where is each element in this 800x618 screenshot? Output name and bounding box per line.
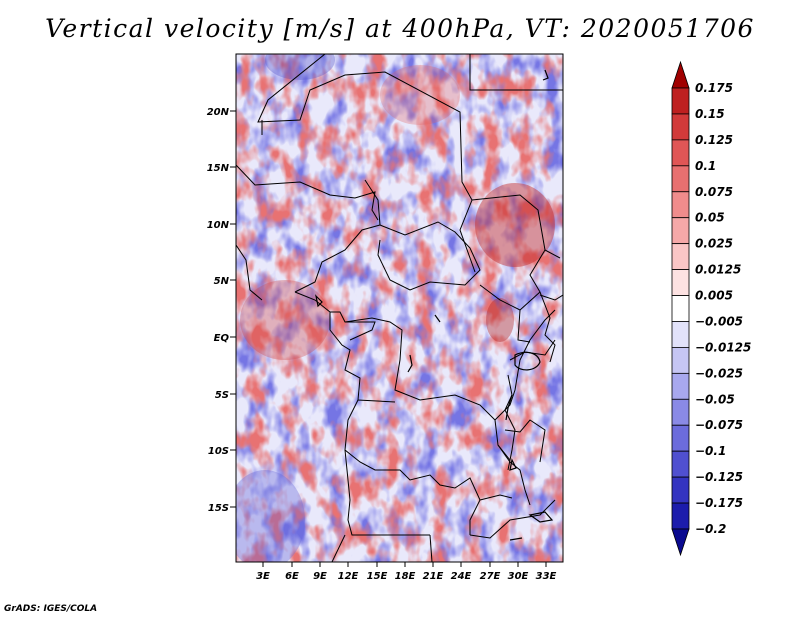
legend-level-label: 0.15 bbox=[695, 107, 725, 121]
lon-axis: 3E 6E 9E 12E 15E 18E 21E 24E 27E 30E 33E bbox=[256, 562, 557, 582]
legend-color-box bbox=[671, 269, 690, 296]
lat-label: 20N bbox=[207, 107, 230, 118]
legend-labels: 0.175 0.15 0.125 0.1 0.075 0.05 0.025 0.0125 0.0… bbox=[695, 81, 751, 536]
legend-color-box bbox=[671, 347, 690, 374]
legend-level-label: 0.005 bbox=[695, 289, 733, 303]
lon-label: 12E bbox=[338, 571, 359, 582]
legend-level-label: 0.0125 bbox=[695, 263, 741, 277]
legend-color-box bbox=[671, 398, 690, 426]
legend-color-box bbox=[671, 424, 690, 452]
legend-color-box bbox=[671, 321, 690, 348]
legend-level-label: 0.1 bbox=[695, 159, 716, 173]
lat-label: 5N bbox=[214, 276, 230, 287]
lon-label: 27E bbox=[480, 571, 501, 582]
legend-color-box bbox=[671, 372, 690, 400]
grads-credit: GrADS: IGES/COLA bbox=[4, 604, 98, 614]
legend-level-label: 0.125 bbox=[695, 133, 733, 147]
legend-color-box bbox=[671, 191, 690, 219]
legend-color-box bbox=[671, 295, 690, 322]
legend-color-box bbox=[671, 139, 690, 167]
legend-color-box bbox=[671, 217, 690, 245]
lat-label: 10S bbox=[208, 446, 229, 457]
updraft-rift bbox=[486, 298, 514, 342]
lon-label: 6E bbox=[285, 571, 299, 582]
lon-label: 30E bbox=[508, 571, 529, 582]
legend-level-label: −0.2 bbox=[695, 522, 726, 536]
field-positive-layer bbox=[236, 54, 563, 562]
legend-color-box bbox=[671, 243, 690, 270]
legend-level-label: −0.05 bbox=[695, 392, 735, 406]
lon-label: 18E bbox=[395, 571, 416, 582]
lat-label: 5S bbox=[215, 390, 229, 401]
lat-label: 15N bbox=[207, 163, 230, 174]
strong-updraft-east bbox=[475, 183, 555, 267]
legend-level-label: −0.1 bbox=[695, 444, 726, 458]
lon-label: 24E bbox=[451, 571, 472, 582]
lon-label: 9E bbox=[313, 571, 327, 582]
legend-level-label: −0.125 bbox=[695, 470, 743, 484]
lat-label: EQ bbox=[214, 333, 230, 344]
legend-level-label: −0.075 bbox=[695, 418, 743, 432]
legend-tip-bottom bbox=[671, 528, 690, 557]
legend-level-label: −0.175 bbox=[695, 496, 743, 510]
legend-color-box bbox=[671, 165, 690, 193]
lat-axis: 20N 15N 10N 5N EQ 5S 10S 15S bbox=[207, 107, 236, 514]
legend-color-boxes bbox=[671, 60, 690, 557]
legend-color-box bbox=[671, 450, 690, 478]
legend-level-label: −0.005 bbox=[695, 314, 743, 328]
legend-color-box bbox=[671, 113, 690, 141]
velocity-field bbox=[236, 54, 563, 562]
map-frame bbox=[235, 53, 564, 563]
legend-color-box bbox=[671, 87, 690, 115]
lon-label: 33E bbox=[536, 571, 557, 582]
legend-tip-top bbox=[671, 60, 690, 89]
chart-title: Vertical velocity [m/s] at 400hPa, VT: 2… bbox=[45, 14, 755, 43]
legend-level-label: −0.025 bbox=[695, 366, 743, 380]
lon-label: 3E bbox=[256, 571, 270, 582]
legend-color-box bbox=[671, 476, 690, 504]
legend-level-label: −0.0125 bbox=[695, 340, 751, 354]
legend-color-box bbox=[671, 502, 690, 530]
lat-label: 15S bbox=[208, 503, 229, 514]
legend-level-label: 0.05 bbox=[695, 211, 725, 225]
strong-updraft-west bbox=[240, 280, 330, 360]
legend-level-label: 0.075 bbox=[695, 185, 733, 199]
legend-level-label: 0.175 bbox=[695, 81, 733, 95]
country-borders bbox=[236, 54, 563, 562]
lakes bbox=[315, 69, 554, 541]
lon-label: 21E bbox=[423, 571, 444, 582]
downdraft-southwest bbox=[236, 470, 305, 562]
legend-level-label: 0.025 bbox=[695, 237, 733, 251]
lat-label: 10N bbox=[207, 220, 230, 231]
lon-label: 15E bbox=[367, 571, 388, 582]
